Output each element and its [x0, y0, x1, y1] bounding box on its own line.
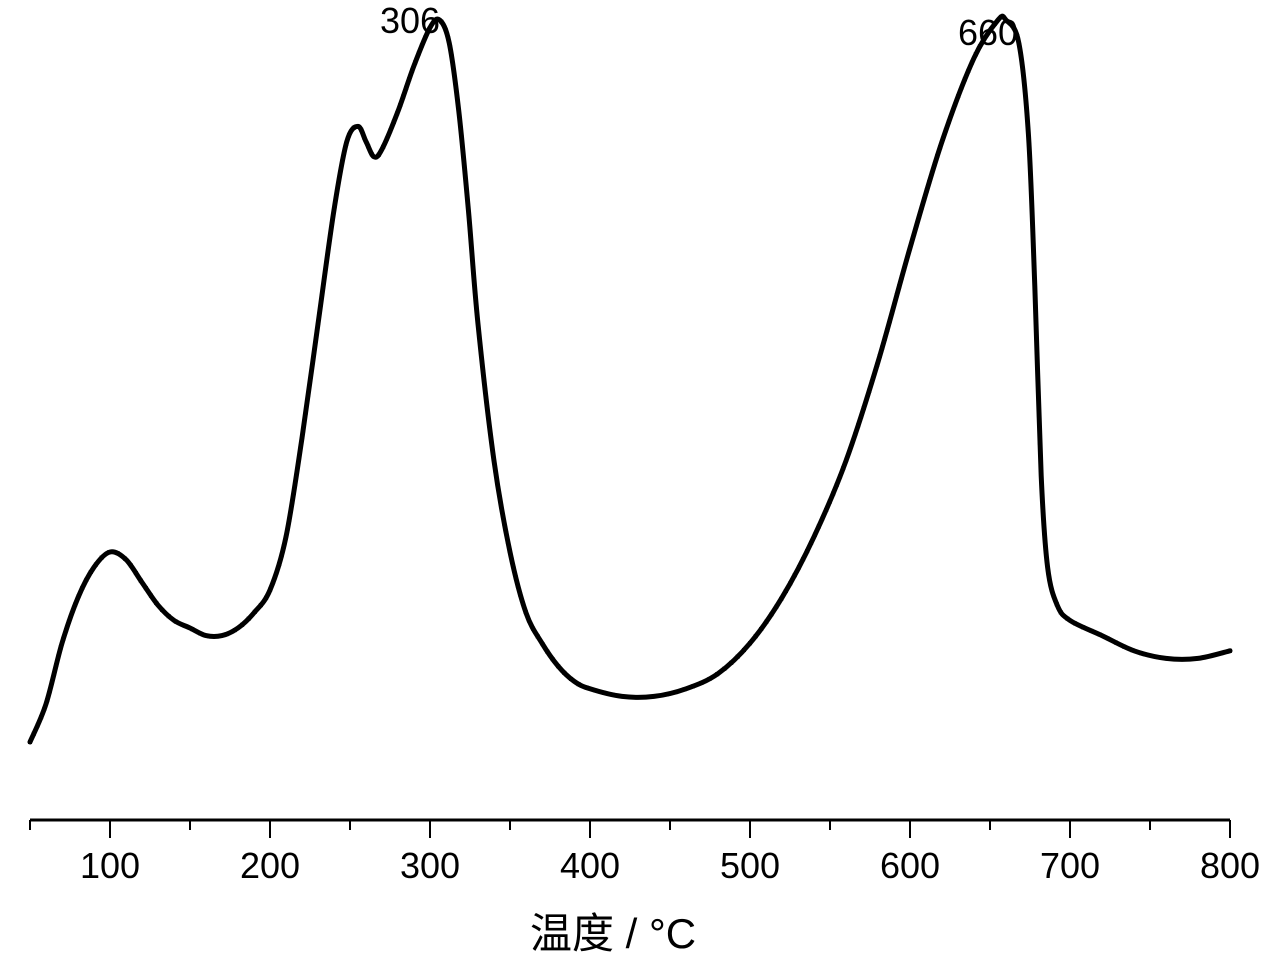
x-axis-label: 温度 / °C: [530, 900, 696, 961]
chart-container: 306660 100200300400500600700800 温度 / °C: [0, 0, 1263, 948]
x-tick-label: 700: [1040, 845, 1100, 887]
x-tick-label: 100: [80, 845, 140, 887]
peak-label: 660: [958, 12, 1018, 54]
x-tick-label: 300: [400, 845, 460, 887]
x-tick-label: 400: [560, 845, 620, 887]
x-tick-label: 500: [720, 845, 780, 887]
curve-line: [30, 16, 1230, 742]
x-tick-label: 200: [240, 845, 300, 887]
x-tick-label: 800: [1200, 845, 1260, 887]
x-tick-label: 600: [880, 845, 940, 887]
peak-label: 306: [380, 0, 440, 42]
curve-svg: [0, 0, 1263, 948]
